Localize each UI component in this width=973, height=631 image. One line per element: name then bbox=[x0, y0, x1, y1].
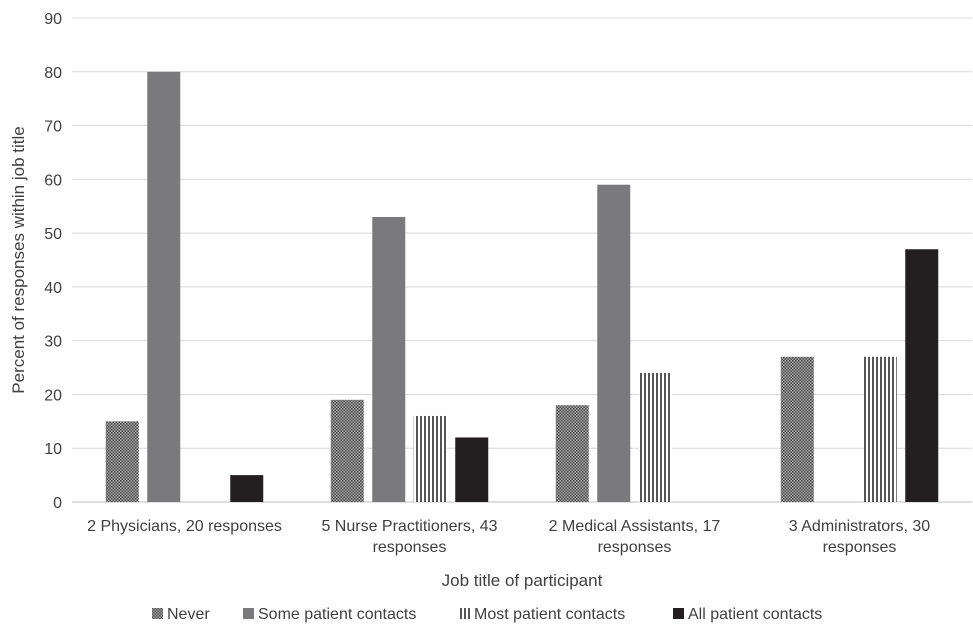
y-axis-ticks: 0 10 20 30 40 50 60 70 80 90 bbox=[44, 11, 62, 512]
x-category-label: 3 Administrators, 30 responses bbox=[789, 518, 931, 556]
y-tick-label: 90 bbox=[44, 11, 62, 28]
bar-never bbox=[555, 405, 589, 502]
bar-never bbox=[330, 399, 364, 502]
legend-label: Never bbox=[167, 606, 210, 623]
bar-some-patient-contacts bbox=[597, 184, 631, 502]
bar-never bbox=[105, 421, 139, 502]
legend-swatch bbox=[673, 608, 684, 619]
y-tick-label: 80 bbox=[44, 65, 62, 82]
bar-all-patient-contacts bbox=[455, 437, 489, 502]
bar-all-patient-contacts bbox=[905, 249, 939, 502]
y-axis-title: Percent of responses within job title bbox=[9, 126, 28, 393]
legend-item-some-patient-contacts: Some patient contacts bbox=[243, 606, 416, 623]
x-category-label: 2 Physicians, 20 responses bbox=[87, 518, 282, 535]
y-tick-label: 0 bbox=[53, 495, 62, 512]
bar-most-patient-contacts bbox=[638, 372, 672, 502]
legend: Never Some patient contacts Most patient c… bbox=[152, 606, 822, 623]
y-tick-label: 30 bbox=[44, 334, 62, 351]
x-category-label: 5 Nurse Practitioners, 43 responses bbox=[321, 518, 497, 556]
y-tick-label: 20 bbox=[44, 387, 62, 404]
y-tick-label: 50 bbox=[44, 226, 62, 243]
bar-most-patient-contacts bbox=[413, 415, 447, 502]
x-axis-categories: 2 Physicians, 20 responses 5 Nurse Practi… bbox=[87, 518, 930, 556]
y-tick-label: 60 bbox=[44, 172, 62, 189]
bar-some-patient-contacts bbox=[147, 71, 181, 503]
legend-item-all-patient-contacts: All patient contacts bbox=[673, 606, 822, 623]
legend-label: Most patient contacts bbox=[474, 606, 625, 623]
y-tick-label: 10 bbox=[44, 441, 62, 458]
gridlines bbox=[72, 17, 972, 503]
legend-item-never: Never bbox=[152, 606, 210, 623]
legend-item-most-patient-contacts: Most patient contacts bbox=[459, 606, 625, 623]
legend-label: All patient contacts bbox=[688, 606, 822, 623]
y-tick-label: 70 bbox=[44, 119, 62, 136]
legend-swatch bbox=[152, 608, 163, 619]
bar-most-patient-contacts bbox=[863, 356, 897, 502]
bar-never bbox=[780, 356, 814, 502]
y-tick-label: 40 bbox=[44, 280, 62, 297]
bar-all-patient-contacts bbox=[230, 475, 264, 502]
x-axis-title: Job title of participant bbox=[442, 571, 603, 590]
legend-swatch bbox=[243, 608, 254, 619]
bars bbox=[105, 71, 939, 503]
legend-label: Some patient contacts bbox=[258, 606, 416, 623]
bar-some-patient-contacts bbox=[372, 216, 406, 502]
x-category-label: 2 Medical Assistants, 17 responses bbox=[549, 518, 721, 556]
legend-swatch bbox=[459, 608, 470, 619]
